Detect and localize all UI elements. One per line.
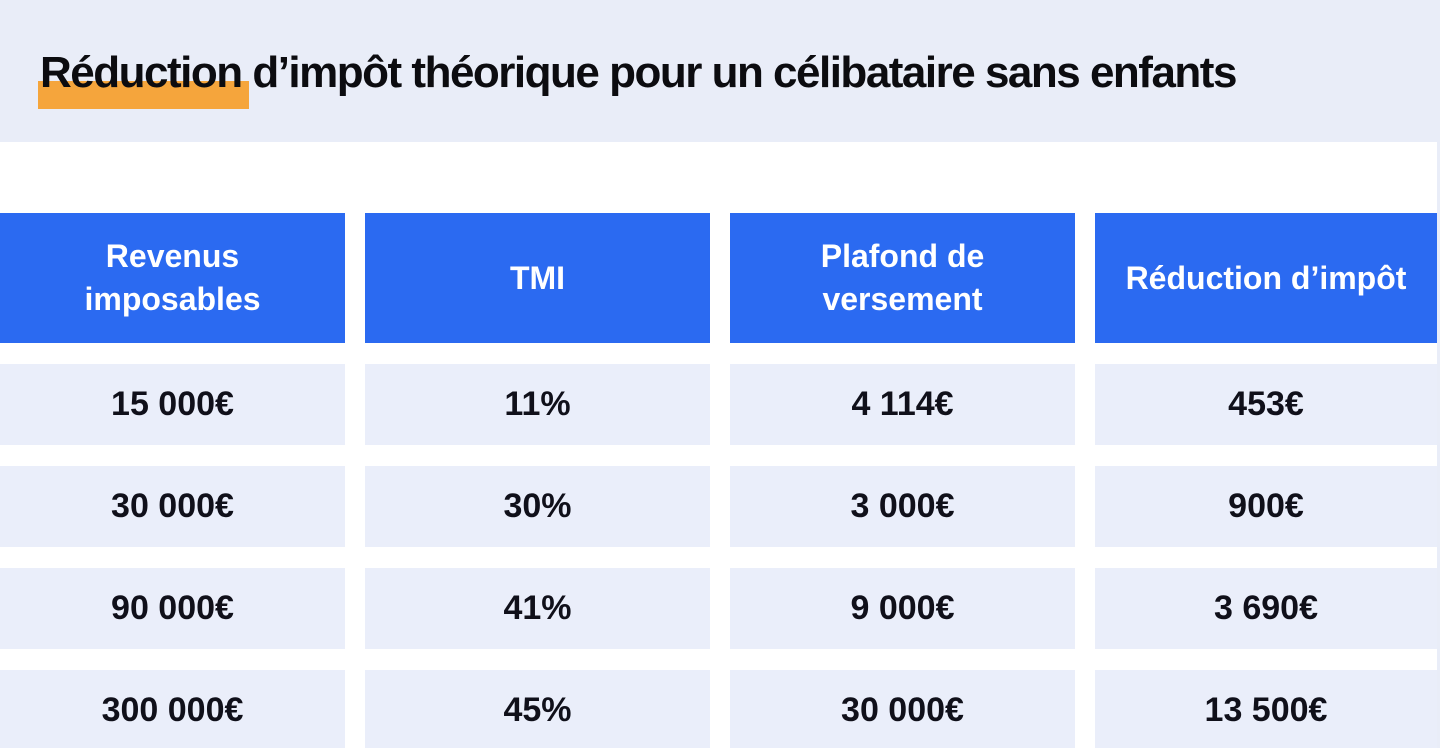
table-cell-row1-col2: 11% — [365, 364, 710, 445]
table-cell-row1-col4: 453€ — [1095, 364, 1437, 445]
header-cell-col4: Réduction d’impôt — [1095, 213, 1437, 343]
table-cell-row2-col4: 900€ — [1095, 466, 1437, 547]
table-cell-row1-col3: 4 114€ — [730, 364, 1075, 445]
table-cell-row2-col1: 30 000€ — [0, 466, 345, 547]
table-cell-row2-col3: 3 000€ — [730, 466, 1075, 547]
header-line: Plafond de — [820, 238, 985, 275]
table-cell-row3-col2: 41% — [365, 568, 710, 649]
header-line: TMI — [509, 259, 566, 296]
title-highlighted-word: Réduction — [38, 48, 249, 109]
table-cell-row3-col1: 90 000€ — [0, 568, 345, 649]
table-cell-row4-col4: 13 500€ — [1095, 670, 1437, 748]
header-cell-col3: Plafond de versement — [730, 213, 1075, 343]
header-line: Revenus — [105, 238, 240, 275]
table-cell-row3-col3: 9 000€ — [730, 568, 1075, 649]
table-cell-row4-col1: 300 000€ — [0, 670, 345, 748]
title-band: Réduction d’impôt théorique pour un céli… — [0, 0, 1440, 142]
table-cell-row4-col3: 30 000€ — [730, 670, 1075, 748]
header-cell-col1: Revenus imposables — [0, 213, 345, 343]
table-cell-row1-col1: 15 000€ — [0, 364, 345, 445]
page-title: Réduction d’impôt théorique pour un céli… — [38, 48, 1237, 109]
title-rest: d’impôt théorique pour un célibataire sa… — [241, 48, 1237, 97]
tax-table: Revenus imposables TMI Plafond de versement R… — [0, 213, 1437, 748]
header-line: imposables — [84, 281, 261, 317]
header-cell-col2: TMI — [365, 213, 710, 343]
table-cell-row3-col4: 3 690€ — [1095, 568, 1437, 649]
table-cell-row2-col2: 30% — [365, 466, 710, 547]
table-cell-row4-col2: 45% — [365, 670, 710, 748]
header-line: Réduction d’impôt — [1125, 259, 1407, 296]
header-line: versement — [822, 281, 983, 317]
